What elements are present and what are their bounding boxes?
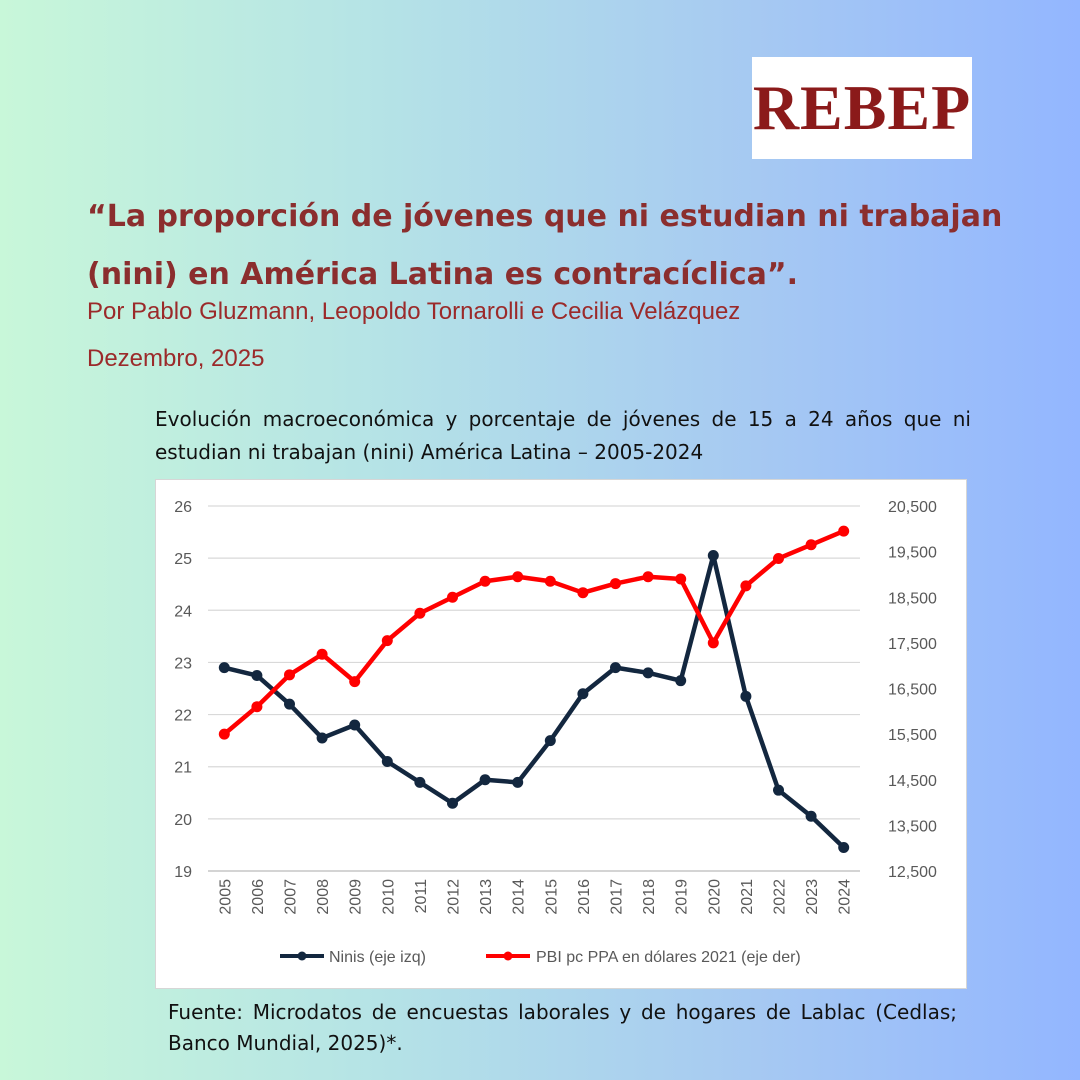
ninis-point bbox=[707, 550, 719, 562]
x-tick-label: 2023 bbox=[804, 879, 821, 915]
gdp-point bbox=[447, 591, 458, 603]
ninis-point bbox=[381, 756, 393, 767]
ninis-point bbox=[740, 690, 752, 702]
y-right-tick-label: 12,500 bbox=[888, 864, 937, 881]
logo-box: REBEP bbox=[752, 57, 972, 159]
x-tick-label: 2006 bbox=[250, 879, 267, 915]
ninis-line bbox=[223, 553, 846, 850]
x-tick-label: 2013 bbox=[478, 879, 495, 915]
y-left-tick-label: 24 bbox=[174, 603, 192, 620]
gdp-point bbox=[414, 607, 426, 619]
y-left-tick-label: 26 bbox=[174, 499, 192, 516]
gdp-point bbox=[610, 578, 621, 590]
x-tick-label: 2011 bbox=[413, 879, 430, 914]
legend: Ninis (eje izq) PBI pc PPA en dólares 202… bbox=[280, 949, 801, 966]
gdp-point bbox=[838, 525, 850, 537]
ninis-point bbox=[512, 776, 524, 788]
x-tick-label: 2024 bbox=[837, 879, 854, 915]
gdp-point bbox=[479, 575, 491, 587]
ninis-point bbox=[773, 784, 784, 796]
legend-marker bbox=[503, 951, 513, 961]
ninis-point bbox=[577, 688, 589, 700]
ninis-point bbox=[838, 842, 850, 854]
headline: “La proporción de jóvenes que ni estudia… bbox=[87, 199, 1003, 292]
gdp-line bbox=[222, 529, 845, 736]
ninis-point bbox=[805, 810, 817, 822]
line-chart: 192021222324252612,50013,50014,50015,500… bbox=[174, 499, 937, 966]
y-right-tick-label: 18,500 bbox=[888, 590, 937, 607]
ninis-point bbox=[675, 675, 687, 687]
gdp-point bbox=[675, 573, 687, 585]
gdp-point bbox=[218, 728, 230, 740]
gdp-point bbox=[740, 580, 752, 592]
ninis-point bbox=[610, 662, 621, 674]
gdp-point bbox=[381, 635, 393, 647]
x-tick-label: 2018 bbox=[641, 879, 658, 915]
gdp-point bbox=[577, 587, 589, 599]
ninis-point bbox=[218, 662, 230, 674]
gdp-point bbox=[642, 571, 654, 583]
x-tick-label: 2007 bbox=[283, 879, 300, 915]
y-right-tick-label: 14,500 bbox=[888, 773, 937, 790]
gdp-point bbox=[805, 539, 817, 551]
ninis-point bbox=[251, 669, 263, 681]
legend-label: Ninis (eje izq) bbox=[329, 949, 426, 966]
x-tick-label: 2017 bbox=[609, 879, 626, 915]
legend-label: PBI pc PPA en dólares 2021 (eje der) bbox=[536, 949, 801, 966]
y-left-tick-label: 20 bbox=[174, 812, 192, 829]
x-tick-label: 2008 bbox=[315, 879, 332, 915]
y-right-tick-label: 16,500 bbox=[888, 682, 937, 699]
y-left-tick-label: 22 bbox=[174, 708, 192, 725]
gdp-point bbox=[544, 575, 556, 587]
chart-panel: 19 20 21 22 23 24 25 26 12,500 13,500 14,500 15,500… bbox=[155, 479, 967, 989]
ninis-point bbox=[642, 667, 654, 679]
ninis-point bbox=[414, 776, 426, 788]
ninis-point bbox=[349, 719, 361, 731]
y-left-tick-label: 23 bbox=[174, 655, 192, 672]
ninis-point bbox=[316, 732, 328, 744]
byline: Por Pablo Gluzmann, Leopoldo Tornarolli … bbox=[87, 298, 741, 325]
y-right-tick-label: 17,500 bbox=[888, 636, 937, 653]
x-tick-label: 2016 bbox=[576, 879, 593, 915]
publication-date: Dezembro, 2025 bbox=[87, 345, 265, 372]
gdp-point bbox=[349, 676, 361, 688]
x-tick-label: 2015 bbox=[543, 879, 560, 915]
x-tick-label: 2019 bbox=[674, 879, 691, 915]
legend-marker bbox=[297, 951, 307, 961]
gdp-point bbox=[512, 571, 524, 583]
x-tick-label: 2010 bbox=[380, 879, 397, 915]
gdp-point bbox=[773, 552, 784, 564]
y-right-tick-label: 13,500 bbox=[888, 818, 937, 835]
y-left-tick-label: 19 bbox=[174, 864, 192, 881]
gdp-point bbox=[316, 648, 328, 660]
x-tick-label: 2020 bbox=[706, 879, 723, 915]
gdp-point bbox=[707, 637, 719, 649]
y-right-tick-label: 15,500 bbox=[888, 727, 937, 744]
logo: REBEP bbox=[752, 72, 972, 143]
x-tick-label: 2012 bbox=[446, 879, 463, 915]
x-tick-label: 2021 bbox=[739, 879, 756, 915]
series-lines bbox=[218, 525, 850, 854]
chart-caption: Evolución macroeconómica y porcentaje de… bbox=[155, 407, 971, 464]
x-tick-label: 2014 bbox=[511, 879, 528, 915]
source-note: Fuente: Microdatos de encuestas laborale… bbox=[168, 1000, 957, 1055]
y-left-tick-label: 21 bbox=[174, 760, 192, 777]
x-tick-label: 2009 bbox=[348, 879, 365, 915]
ninis-point bbox=[284, 698, 295, 710]
x-tick-label: 2022 bbox=[772, 879, 789, 915]
ninis-point bbox=[447, 797, 458, 809]
y-right-tick-label: 19,500 bbox=[888, 545, 937, 562]
grid-lines bbox=[208, 505, 860, 872]
ninis-point bbox=[479, 774, 491, 786]
x-tick-label: 2005 bbox=[217, 879, 234, 915]
axis-ticks: 192021222324252612,50013,50014,50015,500… bbox=[174, 499, 937, 915]
y-right-tick-label: 20,500 bbox=[888, 499, 937, 516]
gdp-point bbox=[251, 701, 263, 713]
gdp-point bbox=[284, 669, 295, 681]
y-left-tick-label: 25 bbox=[174, 551, 192, 568]
ninis-point bbox=[544, 735, 556, 747]
